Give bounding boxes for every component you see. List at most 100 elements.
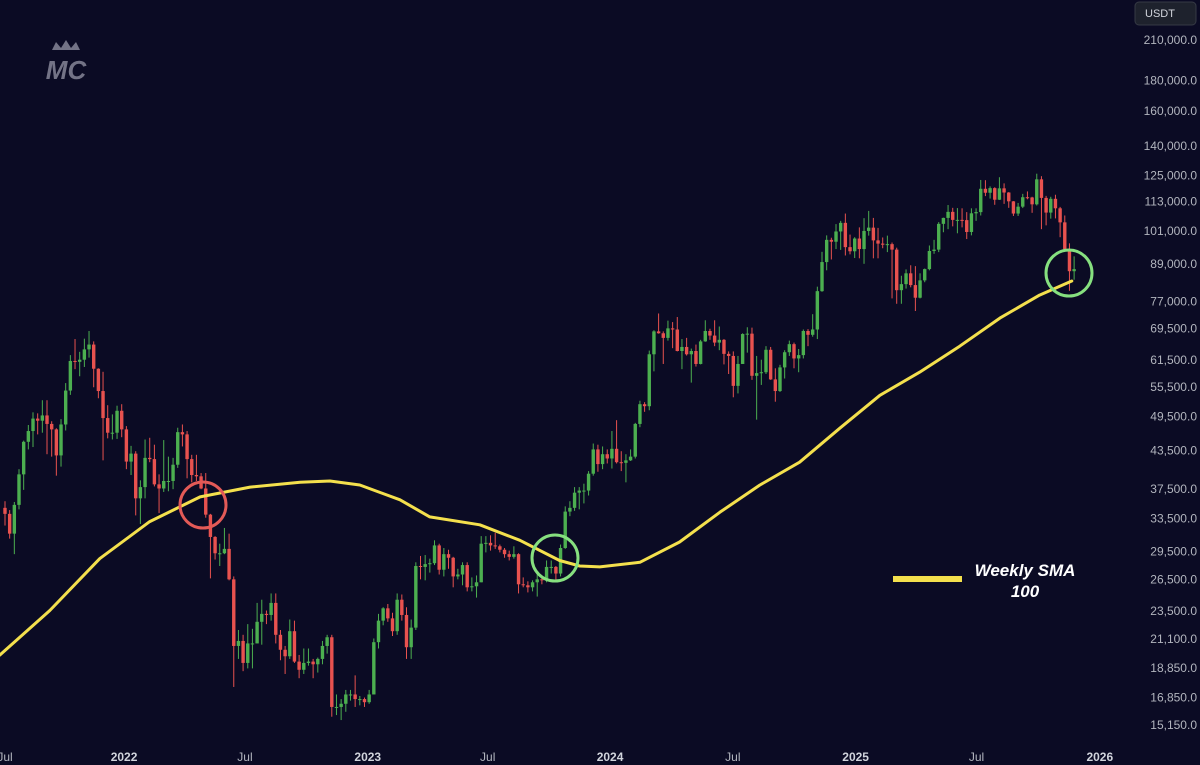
candle-body [446, 554, 451, 558]
candle-body [87, 344, 91, 350]
candle-body [498, 546, 502, 550]
candle-body [367, 694, 371, 703]
candle-body [969, 213, 974, 232]
candle-body [390, 618, 395, 632]
candle-body [96, 368, 101, 392]
candle-body [946, 211, 950, 218]
y-tick-label: 26,500.0 [1150, 572, 1197, 586]
candle-body [190, 459, 194, 476]
candle-body [372, 642, 376, 695]
candle-body [40, 415, 45, 421]
legend-label: Weekly SMA 100 [974, 561, 1076, 601]
candle-body [675, 329, 679, 352]
candle-body [708, 330, 712, 336]
candle-body [218, 553, 222, 555]
candle-body [353, 694, 357, 700]
candle-body [474, 582, 479, 587]
candle-body [400, 599, 404, 615]
candle-body [866, 227, 871, 231]
y-tick-label: 49,500.0 [1150, 410, 1197, 424]
candle-body [544, 566, 549, 581]
candle-body [73, 360, 77, 362]
candle-body [488, 542, 493, 546]
candle-body [493, 545, 497, 547]
x-tick-label: Jul [237, 750, 252, 764]
candle-body [507, 554, 511, 557]
candle-body [1002, 188, 1006, 193]
y-tick-label: 101,000.0 [1144, 224, 1198, 238]
candle-body [909, 273, 913, 286]
candle-body [325, 637, 329, 646]
legend-swatch [893, 576, 962, 582]
candle-body [554, 566, 558, 574]
candle-body [773, 379, 778, 392]
y-tick-label: 33,500.0 [1150, 511, 1197, 525]
candle-body [745, 333, 750, 335]
candle-body [722, 339, 726, 354]
candle-body [297, 661, 301, 670]
candle-body [960, 219, 964, 221]
candle-body [881, 243, 885, 245]
candle-body [577, 490, 581, 493]
candle-body [890, 244, 894, 250]
candle-body [614, 448, 619, 463]
y-tick-label: 210,000.0 [1144, 33, 1198, 47]
candle-body [414, 565, 418, 628]
candle-body [115, 410, 119, 433]
candle-body [1058, 208, 1062, 223]
candle-body [591, 449, 595, 474]
candle-body [7, 513, 12, 534]
y-tick-label: 77,000.0 [1150, 295, 1197, 309]
y-tick-label: 15,150.0 [1150, 718, 1197, 732]
candle-body [204, 488, 208, 515]
x-tick-label: 2023 [354, 750, 381, 764]
y-tick-label: 16,850.0 [1150, 690, 1197, 704]
candle-body [465, 565, 469, 588]
candle-body [871, 227, 876, 241]
candle-body [605, 454, 609, 459]
candle-body [63, 390, 68, 425]
candle-body [381, 608, 385, 621]
y-tick-label: 29,500.0 [1150, 545, 1197, 559]
candle-body [213, 536, 217, 554]
candle-body [698, 341, 703, 364]
candle-body [782, 352, 787, 368]
candle-body [535, 579, 539, 583]
candle-body [278, 634, 283, 650]
candle-body [274, 602, 278, 635]
candle-body [1063, 222, 1067, 250]
candle-body [409, 627, 413, 648]
candle-body [428, 563, 432, 565]
candle-body [12, 504, 17, 534]
candle-body [246, 643, 250, 663]
candle-body [778, 367, 782, 392]
candle-body [288, 631, 292, 657]
y-tick-label: 160,000.0 [1144, 104, 1198, 118]
candle-body [432, 545, 437, 564]
candle-body [937, 223, 941, 250]
candle-body [619, 462, 623, 464]
candle-body [838, 222, 843, 232]
candle-body [806, 330, 810, 335]
candle-body [418, 565, 423, 567]
candle-body [101, 391, 105, 419]
candle-body [703, 330, 707, 342]
candle-body [904, 273, 908, 285]
candle-body [549, 566, 553, 568]
x-tick-label: 2022 [111, 750, 138, 764]
candle-body [484, 542, 488, 544]
candle-body [45, 415, 49, 424]
candle-body [848, 247, 852, 252]
candle-body [834, 231, 838, 242]
legend [893, 576, 962, 582]
candle-body [1030, 197, 1034, 205]
candle-body [194, 475, 199, 477]
candle-body [638, 404, 642, 424]
candle-body [302, 662, 306, 670]
candle-body [241, 640, 245, 663]
y-tick-label: 140,000.0 [1144, 139, 1198, 153]
candle-body [306, 661, 311, 663]
candle-body [59, 424, 63, 456]
